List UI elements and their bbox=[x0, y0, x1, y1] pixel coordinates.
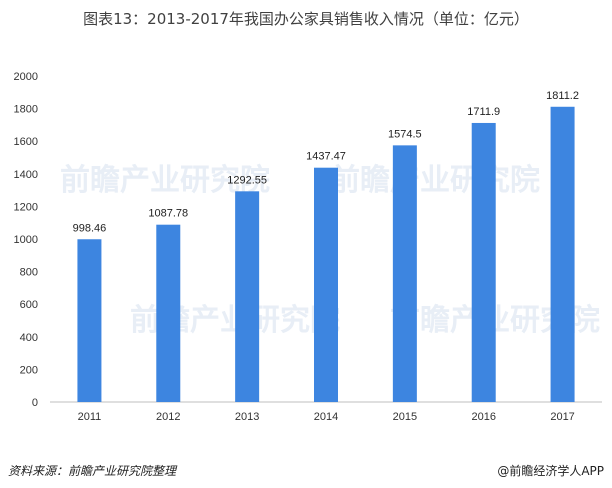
source-note: 资料来源：前瞻产业研究院整理 bbox=[8, 464, 177, 478]
data-label: 1437.47 bbox=[306, 151, 346, 163]
x-tick-label: 2015 bbox=[393, 411, 417, 423]
y-tick-label: 800 bbox=[20, 267, 38, 279]
watermark-text: 前瞻产业研究院 bbox=[60, 163, 270, 198]
x-axis-ticks: 2011 2012 2013 2014 2015 2016 2017 bbox=[78, 411, 575, 423]
x-tick-label: 2012 bbox=[156, 411, 180, 423]
data-label: 998.46 bbox=[73, 222, 107, 234]
y-axis-ticks: 0 200 400 600 800 1000 1200 1400 1600 1800 2000 bbox=[14, 71, 38, 409]
y-tick-label: 1000 bbox=[14, 234, 38, 246]
chart-title: 图表13：2013-2017年我国办公家具销售收入情况（单位：亿元） bbox=[83, 10, 529, 28]
x-tick-label: 2013 bbox=[235, 411, 259, 423]
data-label: 1087.78 bbox=[148, 208, 188, 220]
data-labels: 998.46 1087.78 1292.55 1437.47 1574.5 1711.9 1… bbox=[73, 90, 579, 234]
bar bbox=[392, 145, 417, 402]
y-tick-label: 1800 bbox=[14, 104, 38, 116]
x-tick-label: 2011 bbox=[78, 411, 102, 423]
bar bbox=[314, 167, 338, 402]
y-tick-label: 1200 bbox=[14, 201, 38, 213]
bar-chart: 前瞻产业研究院前瞻产业研究院前瞻产业研究院前瞻产业研究院 02004006008… bbox=[14, 71, 602, 423]
x-tick-label: 2017 bbox=[550, 411, 574, 423]
bar bbox=[550, 106, 575, 402]
data-label: 1292.55 bbox=[227, 174, 267, 186]
bar bbox=[156, 224, 181, 402]
brand-credit: @前瞻经济学人APP bbox=[497, 464, 604, 478]
y-tick-label: 400 bbox=[20, 332, 38, 344]
y-tick-label: 1600 bbox=[14, 136, 38, 148]
y-tick-label: 200 bbox=[20, 364, 38, 376]
data-label: 1811.2 bbox=[546, 90, 579, 102]
y-tick-label: 0 bbox=[32, 397, 38, 409]
bar bbox=[471, 122, 496, 402]
watermark-text: 前瞻产业研究院 bbox=[330, 163, 540, 198]
y-tick-label: 2000 bbox=[14, 71, 38, 83]
data-label: 1711.9 bbox=[467, 106, 500, 118]
y-tick-label: 600 bbox=[20, 299, 38, 311]
y-tick-label: 1400 bbox=[14, 169, 38, 181]
data-label: 1574.5 bbox=[388, 128, 422, 140]
x-tick-label: 2016 bbox=[471, 411, 495, 423]
bar bbox=[77, 239, 102, 402]
bar bbox=[235, 191, 260, 402]
bars bbox=[77, 106, 575, 402]
x-tick-label: 2014 bbox=[314, 411, 338, 423]
